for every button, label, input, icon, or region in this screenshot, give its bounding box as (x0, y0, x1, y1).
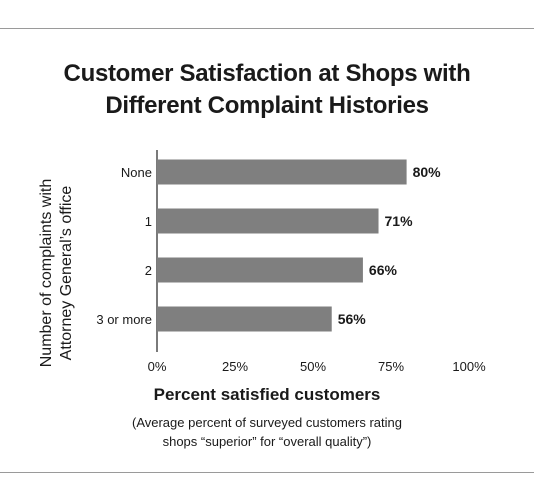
category-label-2: 2 (145, 263, 152, 278)
category-label-0: None (121, 165, 152, 180)
x-tick-label-1: 25% (222, 359, 248, 374)
bar-value-label-3: 56% (338, 311, 367, 327)
bar-value-label-1: 71% (385, 213, 414, 229)
top-rule (0, 28, 534, 29)
chart-title: Customer Satisfaction at Shops with Diff… (0, 58, 534, 122)
bar-2 (157, 257, 363, 283)
x-tick-label-2: 50% (300, 359, 326, 374)
bar-3 (157, 306, 332, 332)
x-tick-label-0: 0% (148, 359, 167, 374)
x-axis-note: (Average percent of surveyed customers r… (0, 413, 534, 451)
x-axis-label: Percent satisfied customers (153, 385, 381, 404)
chart-title-line-2: Different Complaint Histories (105, 92, 429, 119)
category-label-1: 1 (145, 214, 152, 229)
x-tick-label-4: 100% (452, 359, 486, 374)
category-label-3: 3 or more (96, 312, 152, 327)
x-axis-note-line-2: shops “superior” for “overall quality”) (162, 434, 372, 449)
bar-0 (157, 159, 407, 185)
bar-value-label-2: 66% (369, 262, 398, 278)
bar-1 (157, 208, 379, 234)
chart-title-line-1: Customer Satisfaction at Shops with (63, 60, 471, 87)
bar-value-label-0: 80% (413, 164, 442, 180)
bottom-rule (0, 472, 534, 473)
x-tick-label-3: 75% (378, 359, 404, 374)
x-axis-note-line-1: (Average percent of surveyed customers r… (131, 415, 402, 430)
